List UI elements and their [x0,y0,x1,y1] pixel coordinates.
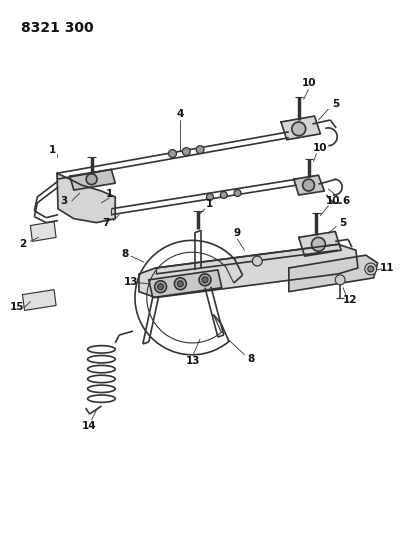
Text: 1: 1 [206,199,213,209]
Circle shape [220,191,227,198]
Text: 8: 8 [121,249,128,259]
Polygon shape [280,116,319,140]
Text: 15: 15 [9,302,24,312]
Polygon shape [139,244,357,297]
Circle shape [302,179,314,191]
Circle shape [154,281,166,293]
Circle shape [291,122,305,136]
Text: 4: 4 [176,109,184,119]
Polygon shape [70,169,115,190]
Circle shape [364,263,376,275]
Text: 6: 6 [342,196,349,206]
Text: 11: 11 [379,263,394,273]
Text: 7: 7 [102,217,110,228]
Text: 14: 14 [82,421,97,431]
Polygon shape [22,289,56,310]
Polygon shape [30,222,56,241]
Text: 12: 12 [342,295,356,304]
Text: 1: 1 [106,189,112,199]
Circle shape [174,278,186,289]
Circle shape [157,284,163,289]
Circle shape [335,275,344,285]
Text: 5: 5 [339,217,346,228]
Text: 1: 1 [48,144,56,155]
Text: 10: 10 [312,143,327,152]
Text: 8: 8 [247,354,254,364]
Circle shape [86,174,97,184]
Polygon shape [298,231,340,256]
Text: 3: 3 [60,196,67,206]
Circle shape [182,148,190,156]
Circle shape [234,190,240,197]
Circle shape [199,274,210,286]
Text: 5: 5 [332,99,339,109]
Circle shape [202,277,207,283]
Text: 10: 10 [325,196,339,206]
Circle shape [252,256,262,266]
Circle shape [311,237,325,251]
Circle shape [168,150,176,157]
Text: 9: 9 [234,229,240,238]
Polygon shape [293,175,324,195]
Polygon shape [57,173,115,223]
Text: 8321 300: 8321 300 [20,21,93,35]
Text: 10: 10 [301,77,315,87]
Circle shape [367,266,373,272]
Polygon shape [148,270,221,297]
Circle shape [196,146,204,154]
Circle shape [206,193,213,200]
Circle shape [177,281,183,287]
Text: 13: 13 [185,356,200,366]
Polygon shape [288,255,377,292]
Text: 13: 13 [124,277,138,287]
Text: 2: 2 [19,239,26,249]
